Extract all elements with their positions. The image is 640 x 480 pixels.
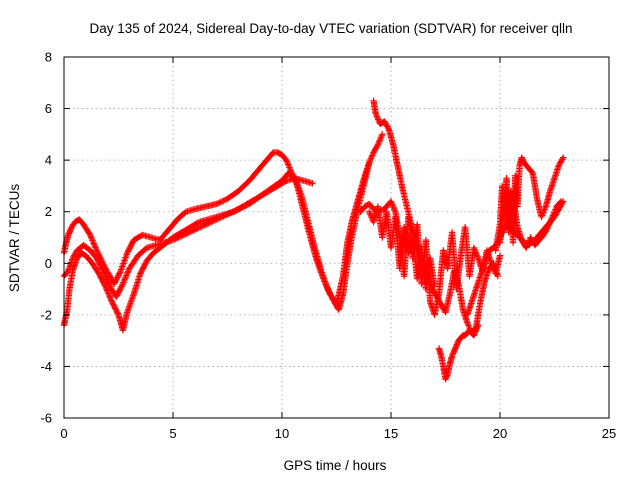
data-point xyxy=(379,131,386,138)
x-tick-label: 15 xyxy=(384,426,398,441)
data-point xyxy=(366,208,373,215)
plot-frame xyxy=(63,56,610,419)
series-track-f xyxy=(435,321,482,383)
chart-title: Day 135 of 2024, Sidereal Day-to-day VTE… xyxy=(90,21,573,36)
y-tick-label: -6 xyxy=(40,411,52,426)
series-track-i xyxy=(496,193,565,252)
y-axis-label: SDTVAR / TECUs xyxy=(7,184,22,293)
y-tick-label: 0 xyxy=(45,256,52,271)
y-axis-tick-labels: -6 -4 -2 0 2 4 6 8 xyxy=(40,50,52,426)
axis-ticks xyxy=(63,56,610,419)
y-tick-label: 8 xyxy=(45,50,52,65)
x-tick-label: 10 xyxy=(275,426,289,441)
series-trace xyxy=(366,204,438,291)
y-tick-label: 4 xyxy=(45,153,52,168)
x-tick-label: 25 xyxy=(602,426,616,441)
y-tick-label: 2 xyxy=(45,204,52,219)
y-tick-label: -4 xyxy=(40,359,52,374)
x-tick-label: 5 xyxy=(169,426,176,441)
x-tick-label: 0 xyxy=(60,426,67,441)
series-track-j xyxy=(366,203,438,293)
x-tick-label: 20 xyxy=(493,426,507,441)
series-track-c xyxy=(60,174,316,334)
data-point xyxy=(202,221,209,228)
y-tick-label: 6 xyxy=(45,101,52,116)
data-point xyxy=(191,226,198,233)
y-tick-label: -2 xyxy=(40,307,52,322)
x-axis-label: GPS time / hours xyxy=(284,458,387,473)
x-axis-tick-labels: 0 5 10 15 20 25 xyxy=(60,426,616,441)
series-trace xyxy=(497,194,564,250)
plot-area xyxy=(60,97,567,383)
data-point xyxy=(93,247,100,254)
data-point xyxy=(549,213,556,221)
series-trace xyxy=(436,323,481,382)
series-trace xyxy=(370,99,501,336)
